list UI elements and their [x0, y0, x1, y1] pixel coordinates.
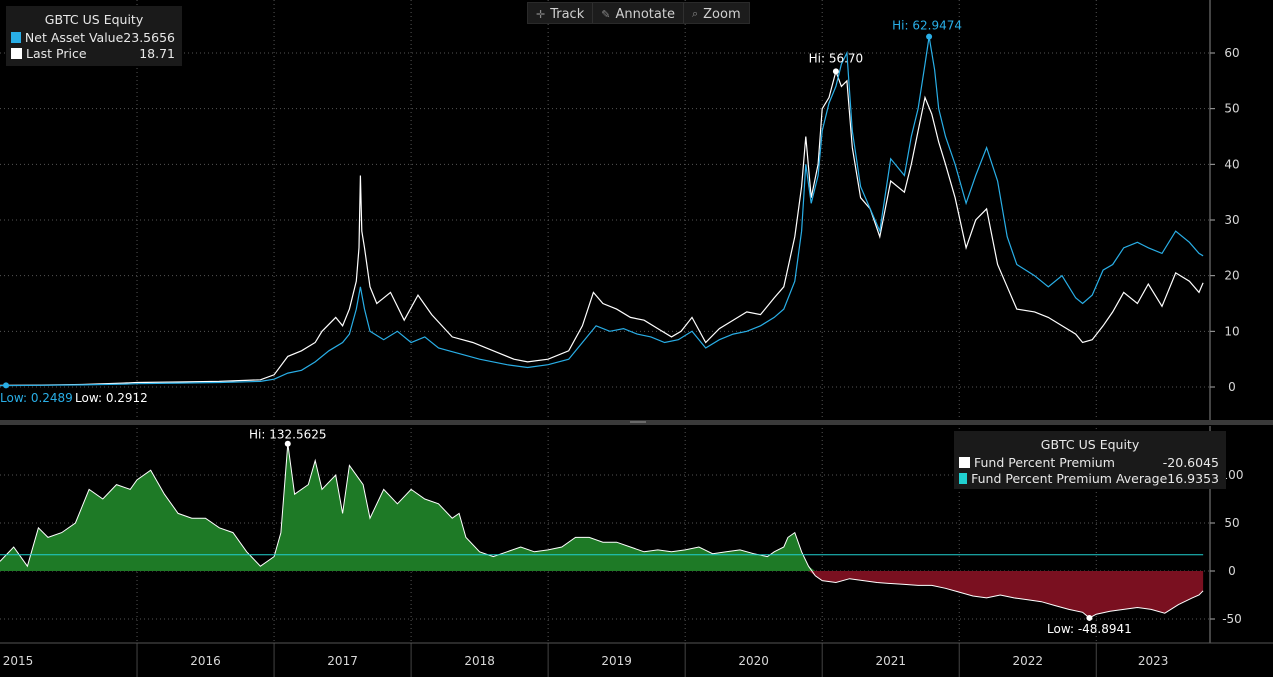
zoom-label: Zoom [703, 6, 741, 22]
x-tick-label: 2022 [1012, 654, 1043, 668]
y-tick-label: 20 [1224, 269, 1239, 283]
y-tick-label: 10 [1224, 324, 1239, 338]
low-annotation: Low: 0.2489 [0, 391, 73, 405]
premium-negative-area [0, 571, 1204, 618]
x-tick-label: 2016 [190, 654, 221, 668]
hi-marker [926, 33, 933, 40]
annotate-button[interactable]: ✎ Annotate [593, 3, 684, 23]
hi-marker [832, 68, 839, 75]
y-tick-label: 40 [1224, 157, 1239, 171]
x-tick-label: 2020 [738, 654, 769, 668]
legend-item-nav[interactable]: Net Asset Value 23.5656 [6, 29, 182, 45]
chart-toolbar: ✛ Track ✎ Annotate ⌕ Zoom [527, 2, 750, 24]
low-annotation: Low: -48.8941 [1047, 622, 1132, 636]
hi-marker [284, 440, 291, 447]
last-price-swatch [11, 47, 22, 59]
legend-item-last-price[interactable]: Last Price 18.71 [6, 45, 182, 61]
legend-item-premium-average[interactable]: Fund Percent Premium Average 16.9353 [954, 470, 1226, 486]
y-tick-label: 0 [1228, 380, 1236, 394]
legend-label: Last Price [26, 45, 87, 61]
y-tick-label: 50 [1224, 516, 1239, 530]
legend-value: 18.71 [139, 45, 175, 61]
y-tick-label: 30 [1224, 213, 1239, 227]
y-tick-label: 100 [1221, 468, 1244, 482]
magnifier-icon: ⌕ [691, 7, 699, 20]
x-tick-label: 2021 [875, 654, 906, 668]
low-annotation: Low: 0.2912 [75, 391, 148, 405]
x-tick-label: 2017 [327, 654, 358, 668]
price-legend: GBTC US Equity Net Asset Value 23.5656 L… [6, 6, 182, 66]
hi-annotation: Hi: 132.5625 [249, 428, 326, 442]
low-marker [1086, 614, 1093, 621]
legend-label: Fund Percent Premium Average [971, 470, 1168, 486]
annotate-label: Annotate [615, 6, 675, 22]
y-tick-label: 0 [1228, 564, 1236, 578]
low-marker [3, 382, 9, 389]
legend-item-premium[interactable]: Fund Percent Premium -20.6045 [954, 454, 1226, 470]
premium-positive-area [0, 443, 1204, 571]
last-price-line [0, 69, 1204, 386]
pencil-icon: ✎ [601, 7, 611, 21]
track-button[interactable]: ✛ Track [528, 3, 594, 23]
y-tick-label: 60 [1224, 46, 1239, 60]
legend-label: Fund Percent Premium [974, 454, 1115, 470]
legend-label: Net Asset Value [24, 29, 124, 45]
zoom-button[interactable]: ⌕ Zoom [684, 3, 749, 23]
hi-annotation: Hi: 62.9474 [892, 19, 962, 33]
legend-title: GBTC US Equity [1040, 437, 1140, 452]
premium-legend: GBTC US Equity Fund Percent Premium -20.… [954, 431, 1226, 489]
y-tick-label: 50 [1224, 102, 1239, 116]
x-tick-label: 2015 [3, 654, 34, 668]
x-tick-label: 2018 [464, 654, 495, 668]
nav-line [0, 36, 1204, 387]
nav-swatch [11, 31, 21, 43]
x-tick-label: 2019 [601, 654, 632, 668]
premium-line [0, 443, 1204, 619]
premium-average-swatch [959, 472, 968, 484]
crosshair-icon: ✛ [536, 7, 546, 21]
legend-value: 23.5656 [123, 29, 175, 45]
x-tick-label: 2023 [1138, 654, 1169, 668]
hi-annotation: Hi: 56.70 [809, 51, 864, 65]
legend-title: GBTC US Equity [44, 12, 144, 27]
premium-swatch [959, 456, 970, 468]
track-label: Track [550, 6, 585, 22]
legend-value: 16.9353 [1167, 470, 1219, 486]
y-tick-label: -50 [1222, 612, 1242, 626]
legend-value: -20.6045 [1162, 454, 1219, 470]
